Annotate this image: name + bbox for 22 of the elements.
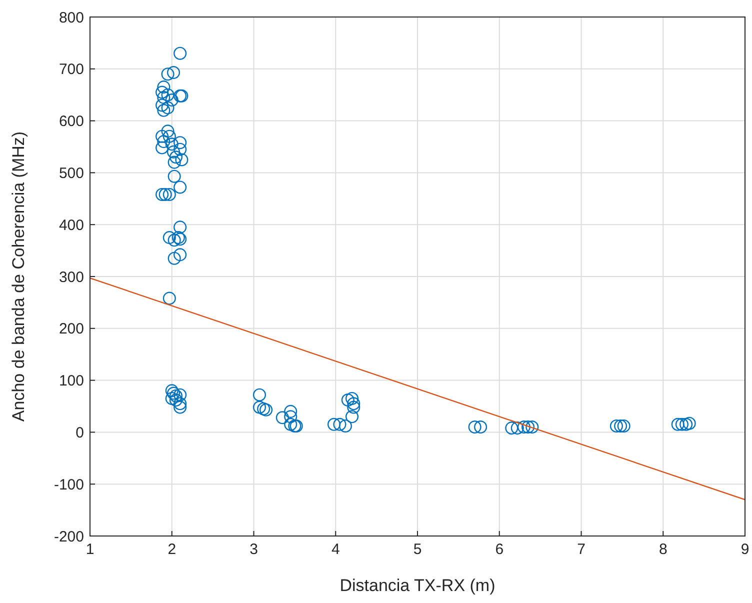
y-tick-label: 100: [58, 372, 84, 390]
x-tick-label: 5: [413, 541, 422, 558]
y-tick-label: 800: [58, 9, 84, 26]
x-tick-label: 6: [495, 541, 504, 558]
y-tick-label: 500: [58, 164, 84, 182]
y-tick-label: 0: [76, 424, 84, 442]
x-tick-label: 4: [331, 541, 340, 558]
x-tick-label: 1: [86, 541, 94, 558]
y-axis-title: Ancho de banda de Coherencia (MHz): [9, 131, 28, 422]
y-tick-label: -100: [54, 476, 84, 494]
y-tick-label: 700: [58, 61, 84, 78]
y-tick-label: 300: [58, 268, 84, 286]
y-tick-label: 400: [58, 216, 84, 234]
x-tick-label: 8: [658, 541, 668, 558]
x-tick-label: 2: [168, 541, 176, 558]
y-tick-label: 200: [58, 320, 84, 338]
x-tick-label: 3: [250, 541, 258, 558]
y-tick-label: 600: [58, 113, 84, 130]
x-tick-label: 7: [577, 541, 586, 558]
y-tick-label: -200: [54, 528, 84, 546]
x-axis-title: Distancia TX-RX (m): [340, 576, 496, 595]
x-tick-label: 9: [740, 541, 750, 558]
